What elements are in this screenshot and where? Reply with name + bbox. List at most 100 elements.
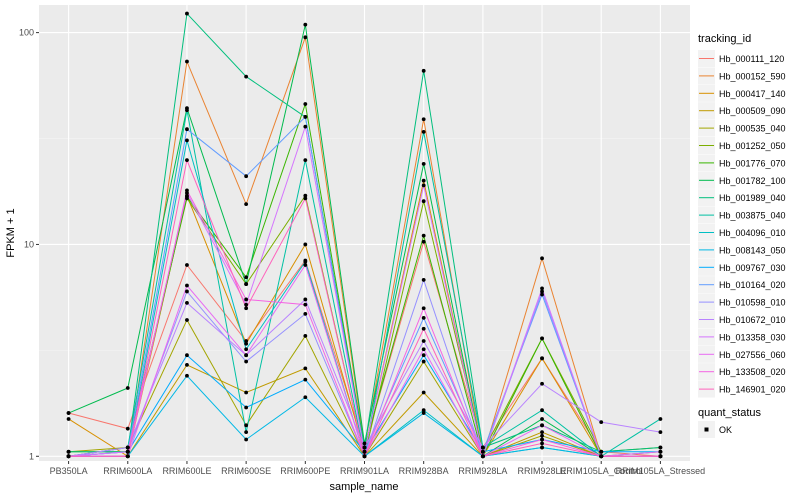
- data-point: [421, 278, 426, 282]
- legend-label: Hb_001989_040: [719, 193, 786, 203]
- legend-label: Hb_013358_030: [719, 332, 786, 342]
- data-point: [303, 115, 308, 119]
- data-point: [480, 454, 485, 459]
- data-point: [421, 316, 426, 320]
- data-point: [658, 430, 663, 435]
- data-point: [244, 347, 249, 352]
- legend-title: tracking_id: [698, 33, 751, 45]
- data-point: [303, 124, 308, 129]
- data-point: [303, 196, 308, 201]
- data-point: [421, 306, 426, 311]
- data-point: [303, 302, 308, 307]
- data-point: [66, 449, 71, 454]
- data-point: [303, 312, 308, 316]
- data-point: [303, 259, 308, 264]
- data-point: [540, 292, 544, 297]
- data-point: [244, 359, 249, 364]
- legend-label: Hb_027556_060: [719, 350, 786, 360]
- data-point: [185, 300, 189, 305]
- data-point: [244, 353, 249, 358]
- data-point: [303, 297, 308, 302]
- data-point: [421, 339, 426, 343]
- x-tick-label: RRIM600LE: [162, 466, 211, 476]
- data-point: [303, 263, 308, 267]
- legend-label: Hb_000152_590: [719, 71, 786, 81]
- data-point: [244, 390, 249, 395]
- data-point: [244, 341, 249, 346]
- legend: tracking_id Hb_000111_120 Hb_000152_590 Hb…: [698, 33, 786, 398]
- data-point: [540, 381, 544, 386]
- data-point: [658, 454, 663, 459]
- x-tick-label: RRIM928BA: [399, 466, 449, 476]
- legend-label: Hb_133508_020: [719, 367, 786, 377]
- shape-legend-swatch: [704, 427, 709, 432]
- data-point: [421, 239, 426, 244]
- x-axis-title: sample_name: [329, 481, 398, 493]
- data-point: [540, 430, 544, 435]
- y-axis: 1 10 100: [19, 28, 39, 461]
- data-point: [421, 117, 426, 122]
- data-point: [421, 326, 426, 331]
- legend-label: Hb_003875_040: [719, 211, 786, 221]
- legend-label: Hb_000111_120: [719, 54, 784, 64]
- data-point: [599, 449, 604, 454]
- data-point: [540, 356, 544, 361]
- legend-label: Hb_000509_090: [719, 106, 786, 116]
- data-point: [185, 11, 189, 16]
- data-point: [125, 449, 130, 454]
- data-point: [421, 162, 426, 166]
- legend-label: Hb_008143_050: [719, 245, 786, 255]
- data-point: [185, 59, 189, 64]
- data-point: [185, 138, 189, 143]
- data-point: [244, 174, 249, 179]
- y-tick-label: 10: [24, 239, 34, 249]
- data-point: [540, 441, 544, 446]
- data-point: [599, 420, 604, 424]
- data-point: [66, 417, 71, 421]
- data-point: [421, 347, 426, 352]
- legend-label: Hb_001782_100: [719, 176, 786, 186]
- shape-legend: quant_status OK: [698, 407, 761, 438]
- data-point: [540, 256, 544, 261]
- data-point: [185, 289, 189, 294]
- data-point: [362, 441, 367, 446]
- data-point: [125, 445, 130, 450]
- x-tick-label: RRIM600SE: [221, 466, 271, 476]
- data-point: [599, 454, 604, 459]
- x-tick-label: RRIM600PE: [280, 466, 330, 476]
- data-point: [540, 423, 544, 428]
- data-point: [540, 445, 544, 450]
- data-point: [540, 417, 544, 421]
- shape-legend-title: quant_status: [698, 407, 761, 419]
- data-point: [244, 74, 249, 79]
- data-point: [303, 22, 308, 27]
- data-point: [185, 108, 189, 113]
- data-point: [421, 183, 426, 188]
- x-tick-label: RRIM600LA: [103, 466, 152, 476]
- data-point: [540, 408, 544, 413]
- data-point: [421, 390, 426, 395]
- data-point: [185, 127, 189, 132]
- data-point: [421, 353, 426, 358]
- y-tick-label: 1: [29, 451, 34, 461]
- data-point: [421, 199, 426, 204]
- legend-label: Hb_010164_020: [719, 280, 786, 290]
- legend-label: Hb_000535_040: [719, 124, 786, 134]
- data-point: [244, 275, 249, 280]
- data-point: [303, 158, 308, 163]
- data-point: [66, 411, 71, 415]
- data-point: [480, 445, 485, 450]
- data-point: [125, 386, 130, 390]
- data-point: [658, 417, 663, 421]
- legend-label: Hb_009767_030: [719, 263, 786, 273]
- y-tick-label: 100: [19, 28, 34, 38]
- shape-legend-label: OK: [719, 425, 732, 435]
- legend-items: Hb_000111_120 Hb_000152_590 Hb_000417_140 H…: [698, 50, 786, 398]
- data-point: [185, 353, 189, 358]
- data-point: [480, 449, 485, 454]
- data-point: [421, 411, 426, 415]
- data-point: [185, 363, 189, 367]
- data-point: [421, 129, 426, 134]
- data-point: [303, 193, 308, 198]
